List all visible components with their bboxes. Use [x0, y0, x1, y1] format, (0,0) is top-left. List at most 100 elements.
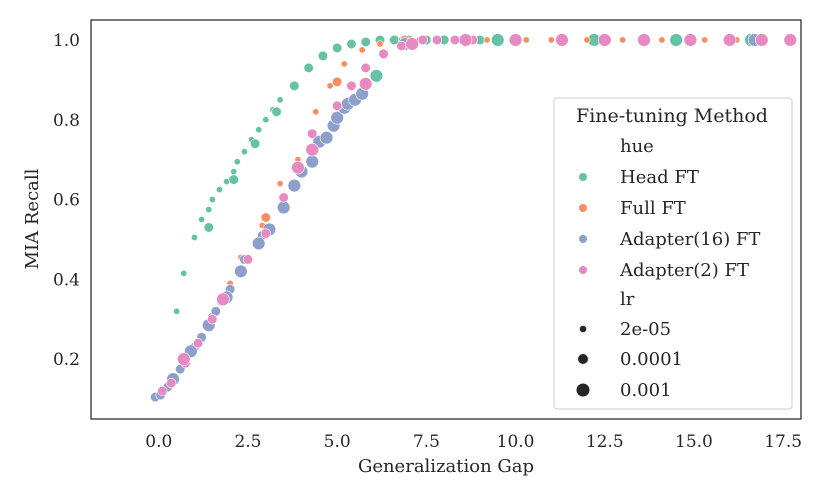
point-full-ft-11 — [358, 46, 366, 54]
point-full-ft-21 — [619, 36, 627, 44]
point-head-ft-20 — [289, 80, 300, 91]
point-adapter-2-ft-7 — [278, 192, 289, 203]
point-full-ft-22 — [658, 36, 666, 44]
legend-label-full-ft: Full FT — [620, 198, 686, 219]
point-adapter-16-ft-20 — [276, 200, 291, 215]
point-full-ft-19 — [547, 36, 555, 44]
point-adapter-16-ft-27 — [330, 111, 344, 125]
x-ticks: 0.0 2.5 5.0 7.5 10.0 12.5 15.0 17.5 — [145, 432, 802, 452]
legend-marker-full-ft — [579, 204, 587, 212]
legend-box — [553, 97, 793, 410]
point-adapter-2-ft-24 — [458, 33, 473, 47]
point-adapter-2-ft-30 — [722, 33, 737, 47]
point-full-ft-27 — [332, 76, 343, 87]
legend: Fine-tuning Method hue Head FT Full FT A… — [553, 97, 793, 410]
y-tick-label: 0.4 — [53, 270, 80, 290]
point-full-ft-6 — [276, 180, 284, 188]
y-axis-label: MIA Recall — [22, 168, 43, 269]
point-adapter-2-ft-29 — [683, 33, 698, 47]
point-head-ft-4 — [205, 206, 213, 214]
x-tick-label: 5.0 — [324, 432, 351, 452]
point-adapter-2-ft-16 — [449, 34, 461, 46]
point-head-ft-16 — [203, 222, 214, 233]
point-adapter-2-ft-26 — [555, 33, 569, 47]
point-full-ft-20 — [583, 36, 591, 44]
point-head-ft-25 — [360, 36, 371, 48]
point-full-ft-10 — [340, 60, 348, 68]
point-full-ft-23 — [701, 36, 709, 44]
point-adapter-2-ft-1 — [166, 377, 177, 389]
point-adapter-2-ft-11 — [360, 62, 371, 73]
point-head-ft-1 — [180, 269, 188, 277]
x-tick-label: 12.5 — [586, 432, 624, 452]
legend-size-marker-medium — [578, 354, 588, 364]
point-adapter-2-ft-4 — [207, 314, 218, 325]
point-adapter-2-ft-0 — [157, 385, 168, 397]
legend-size-title: lr — [620, 289, 635, 310]
point-head-ft-3 — [198, 216, 206, 224]
x-tick-label: 10.0 — [497, 432, 535, 452]
plot-frame — [90, 19, 802, 420]
x-tick-label: 0.0 — [145, 432, 172, 452]
point-full-ft-17 — [483, 36, 491, 44]
point-full-ft-26 — [260, 212, 271, 223]
legend-size-label-large: 0.001 — [620, 380, 672, 401]
point-adapter-2-ft-23 — [405, 37, 419, 51]
point-adapter-2-ft-10 — [346, 80, 357, 91]
point-head-ft-18 — [250, 138, 261, 149]
point-head-ft-22 — [317, 50, 329, 62]
x-axis-label: Generalization Gap — [358, 456, 534, 477]
point-head-ft-10 — [240, 148, 248, 156]
y-tick-label: 1.0 — [53, 31, 80, 51]
legend-size-marker-large — [576, 383, 590, 397]
point-adapter-2-ft-32 — [783, 33, 797, 47]
point-adapter-2-ft-19 — [216, 292, 230, 306]
point-full-ft-9 — [326, 82, 334, 90]
point-full-ft-18 — [522, 36, 530, 44]
point-adapter-2-ft-6 — [260, 228, 271, 239]
point-adapter-16-ft-17 — [234, 264, 248, 279]
point-head-ft-21 — [303, 62, 314, 73]
point-head-ft-0 — [173, 307, 181, 315]
point-head-ft-6 — [215, 186, 223, 194]
point-adapter-2-ft-3 — [192, 338, 204, 349]
x-tick-label: 2.5 — [234, 432, 261, 452]
legend-marker-adapter2-ft — [579, 266, 587, 274]
legend-title: Fine-tuning Method — [576, 105, 768, 127]
point-adapter-16-ft-18 — [251, 236, 266, 251]
legend-size-label-small: 2e-05 — [620, 319, 671, 340]
point-adapter-2-ft-25 — [508, 33, 523, 47]
point-head-ft-36 — [669, 33, 683, 47]
point-head-ft-17 — [228, 174, 239, 185]
point-full-ft-12 — [376, 40, 384, 48]
point-adapter-2-ft-13 — [396, 40, 407, 52]
point-adapter-2-ft-27 — [598, 33, 612, 47]
point-head-ft-15 — [276, 96, 284, 104]
point-adapter-16-ft-23 — [305, 154, 319, 169]
point-head-ft-23 — [332, 42, 343, 54]
point-head-ft-12 — [255, 126, 263, 134]
legend-label-head-ft: Head FT — [620, 167, 699, 188]
x-tick-label: 7.5 — [413, 432, 440, 452]
point-full-ft-8 — [312, 108, 320, 116]
point-adapter-16-ft-21 — [287, 178, 302, 193]
point-adapter-2-ft-18 — [177, 352, 191, 366]
point-head-ft-5 — [208, 196, 216, 204]
point-adapter-2-ft-31 — [755, 33, 769, 47]
point-adapter-2-ft-9 — [332, 100, 343, 111]
point-head-ft-33 — [369, 69, 384, 83]
legend-label-adapter16-ft: Adapter(16) FT — [619, 229, 760, 250]
point-head-ft-24 — [346, 38, 357, 50]
x-tick-label: 15.0 — [675, 432, 713, 452]
point-adapter-2-ft-20 — [291, 160, 305, 175]
legend-size-marker-small — [579, 325, 587, 333]
legend-hue-title: hue — [620, 136, 654, 157]
y-tick-label: 0.6 — [53, 191, 80, 211]
point-adapter-2-ft-5 — [242, 254, 254, 265]
point-adapter-2-ft-14 — [417, 34, 428, 46]
point-adapter-2-ft-12 — [378, 48, 389, 60]
point-adapter-2-ft-28 — [637, 33, 651, 47]
point-adapter-2-ft-15 — [431, 34, 443, 46]
point-adapter-2-ft-21 — [305, 142, 319, 157]
